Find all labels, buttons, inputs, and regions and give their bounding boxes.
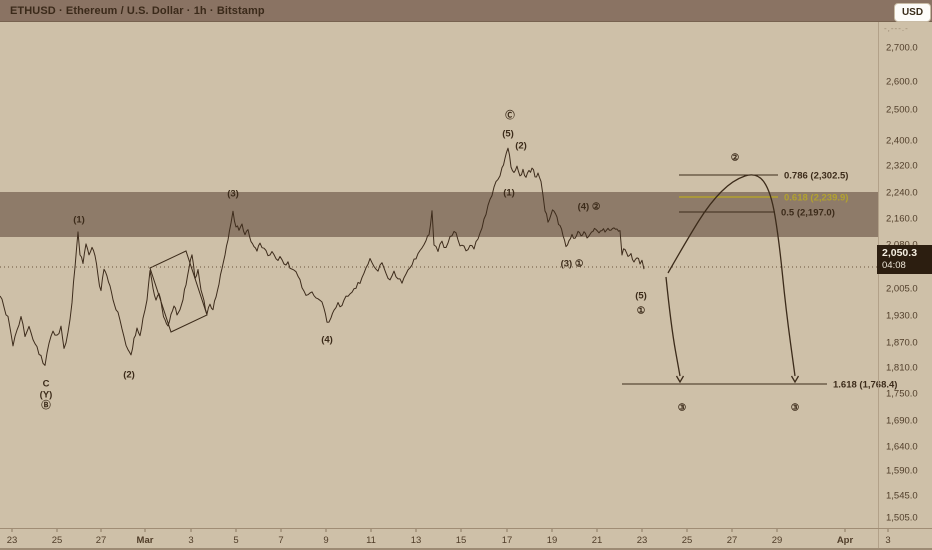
arrowhead-right[interactable]: [790, 375, 800, 384]
currency-toggle-button[interactable]: USD: [894, 3, 931, 22]
wave-label-12[interactable]: ②: [731, 153, 740, 164]
time-scale-label-17: 29: [772, 535, 783, 546]
projection-arc-up-then-down[interactable]: [667, 174, 796, 377]
time-scale-label-9: 13: [411, 535, 422, 546]
arrowhead-left[interactable]: [675, 375, 685, 384]
time-scale-label-12: 19: [547, 535, 558, 546]
price-scale-label-1: 2,600.0: [886, 77, 918, 88]
wave-label-7[interactable]: (1): [503, 188, 515, 199]
bottom-edge: [0, 548, 932, 550]
time-scale-label-4: 3: [188, 535, 193, 546]
chart-header: ETHUSD · Ethereum / U.S. Dollar · 1h · B…: [0, 0, 932, 22]
price-scale-label-8: 2,005.0: [886, 284, 918, 295]
time-scale-label-16: 27: [727, 535, 738, 546]
wave-label-8[interactable]: (4) ②: [578, 202, 601, 213]
price-scale-label-16: 1,545.0: [886, 491, 918, 502]
wave-label-15[interactable]: C: [43, 379, 50, 390]
time-scale-label-8: 11: [366, 535, 376, 546]
fib-level-label-0.786[interactable]: 0.786 (2,302.5): [784, 171, 848, 182]
faded-axis-top-label: -,---.-: [884, 24, 909, 33]
price-scale-label-12: 1,750.0: [886, 389, 918, 400]
fib-level-label-1.618[interactable]: 1.618 (1,768.4): [833, 380, 897, 391]
wave-label-14[interactable]: ③: [791, 403, 800, 414]
price-scale-label-3: 2,400.0: [886, 136, 918, 147]
wave-label-5[interactable]: Ⓒ: [505, 110, 515, 122]
time-scale-label-3: Mar: [137, 535, 154, 546]
time-scale-label-1: 25: [52, 535, 63, 546]
price-scale-label-5: 2,240.0: [886, 188, 918, 199]
wave-label-0[interactable]: (1): [73, 215, 85, 226]
price-scale-label-2: 2,500.0: [886, 105, 918, 116]
price-scale-label-10: 1,870.0: [886, 338, 918, 349]
price-scale-label-0: 2,700.0: [886, 43, 918, 54]
wave-label-11[interactable]: ①: [637, 306, 646, 317]
wave-label-1[interactable]: (2): [123, 370, 135, 381]
wave-label-3[interactable]: (4): [321, 335, 333, 346]
fib-level-label-0.5[interactable]: 0.5 (2,197.0): [781, 208, 835, 219]
wave-label-10[interactable]: (5): [635, 291, 647, 302]
price-series: [0, 147, 645, 366]
time-scale-label-18: Apr: [837, 535, 854, 546]
price-scale-label-13: 1,690.0: [886, 416, 918, 427]
time-scale-label-2: 27: [96, 535, 107, 546]
resistance-zone-band[interactable]: [0, 192, 878, 237]
time-scale-label-0: 23: [7, 535, 18, 546]
price-scale-label-4: 2,320.0: [886, 161, 918, 172]
wave-label-4[interactable]: (5): [502, 129, 514, 140]
symbol-title[interactable]: ETHUSD · Ethereum / U.S. Dollar · 1h · B…: [10, 4, 265, 17]
time-scale-label-11: 17: [502, 535, 513, 546]
fib-level-label-0.618[interactable]: 0.618 (2,239.9): [784, 193, 848, 204]
last-price-badge[interactable]: 2,050.3 04:08: [877, 245, 932, 274]
price-scale-label-14: 1,640.0: [886, 442, 918, 453]
price-scale-label-9: 1,930.0: [886, 311, 918, 322]
wave-label-16[interactable]: (Y): [40, 390, 53, 401]
time-scale-label-7: 9: [323, 535, 328, 546]
price-scale-label-11: 1,810.0: [886, 363, 918, 374]
last-price-value: 2,050.3: [882, 247, 918, 259]
wave-label-2[interactable]: (3): [227, 189, 239, 200]
price-scale-label-17: 1,505.0: [886, 513, 918, 524]
price-scale-label-6: 2,160.0: [886, 214, 918, 225]
wave-label-13[interactable]: ③: [678, 403, 687, 414]
time-scale-label-5: 5: [233, 535, 238, 546]
time-scale-label-14: 23: [637, 535, 648, 546]
bar-countdown: 04:08: [882, 260, 906, 271]
time-scale-label-13: 21: [592, 535, 603, 546]
time-scale-label-6: 7: [278, 535, 283, 546]
channel-parallelogram-drawing[interactable]: [149, 250, 208, 333]
projection-arrow-direct-down[interactable]: [665, 276, 681, 377]
wave-label-17[interactable]: Ⓑ: [41, 400, 51, 412]
wave-label-6[interactable]: (2): [515, 141, 527, 152]
time-scale-label-15: 25: [682, 535, 693, 546]
wave-label-9[interactable]: (3) ①: [561, 259, 584, 270]
time-scale-label-10: 15: [456, 535, 467, 546]
time-scale-label-19: 3: [885, 535, 890, 546]
price-scale-label-15: 1,590.0: [886, 466, 918, 477]
